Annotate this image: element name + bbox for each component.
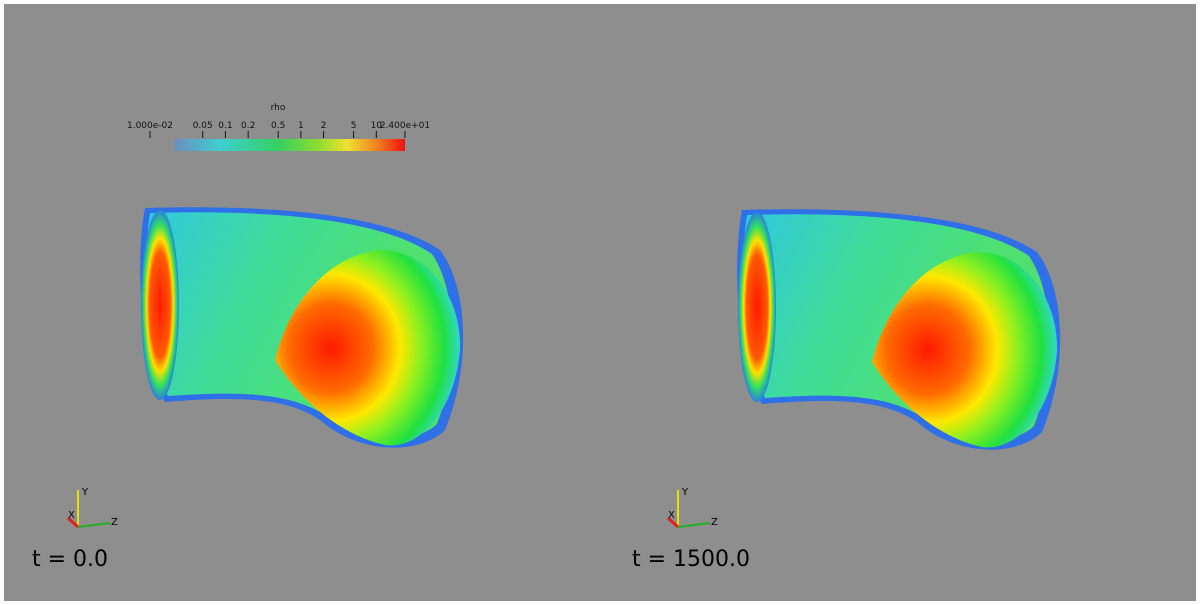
axis-label: Z: [711, 517, 718, 528]
axis-z: [677, 522, 711, 528]
view-overlay: Y X Zt = 0.0: [32, 487, 118, 572]
axis-label: X: [668, 510, 675, 521]
colorbar-tick-label: 1: [298, 121, 304, 131]
colorbar-tick-label: 0.5: [271, 121, 285, 131]
axis-label: Z: [111, 517, 118, 528]
colorbar-tick-label: 0.05: [193, 121, 213, 131]
colorbar-tick-label: 1.000e-02: [127, 121, 173, 131]
axis-z: [77, 522, 111, 528]
axis-x: [666, 516, 680, 529]
time-label: t = 0.0: [32, 547, 108, 572]
axis-label: X: [68, 510, 75, 521]
colorbar-tick-label: 0.2: [241, 121, 255, 131]
axis-x: [66, 516, 80, 529]
time-label: t = 1500.0: [632, 547, 750, 572]
colorbar-tick-label: 5: [351, 121, 357, 131]
colorbar-tick-label: 0.1: [218, 121, 232, 131]
color-legend: rho 1.000e-02 0.05 0.1 0.2 0.5 1 2 5 102.400e+01: [127, 103, 430, 151]
colorbar-tick-label: 2: [321, 121, 327, 131]
colorbar: [175, 139, 405, 151]
view-overlay: Y X Zt = 1500.0: [632, 487, 750, 572]
colorbar-tick-label: 2.400e+01: [380, 121, 430, 131]
colorbar-tick-label: 10: [371, 121, 383, 131]
colorbar-title: rho: [271, 103, 286, 113]
axis-label: Y: [681, 487, 689, 498]
axis-label: Y: [81, 487, 89, 498]
